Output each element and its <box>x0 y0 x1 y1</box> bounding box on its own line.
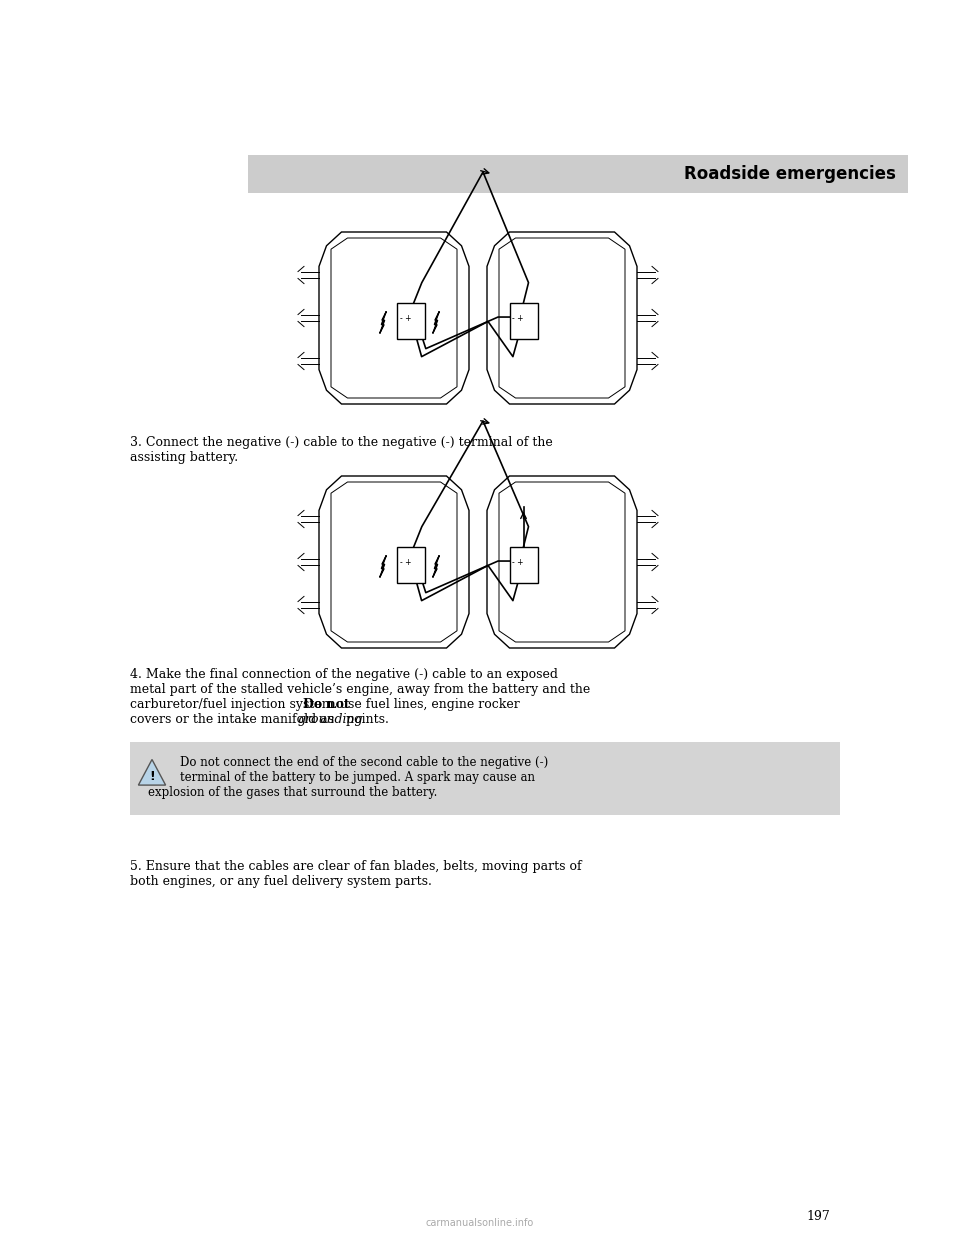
Text: points.: points. <box>342 713 389 727</box>
Bar <box>248 155 908 193</box>
Text: assisting battery.: assisting battery. <box>130 451 238 465</box>
Bar <box>397 303 425 339</box>
Text: 197: 197 <box>806 1210 830 1223</box>
Text: covers or the intake manifold as: covers or the intake manifold as <box>130 713 338 727</box>
Bar <box>397 546 425 582</box>
Text: 4. Make the final connection of the negative (-) cable to an exposed: 4. Make the final connection of the nega… <box>130 668 558 681</box>
Bar <box>510 303 538 339</box>
Polygon shape <box>433 555 440 578</box>
Bar <box>510 546 538 582</box>
Text: Do not connect the end of the second cable to the negative (-): Do not connect the end of the second cab… <box>180 756 548 769</box>
Text: explosion of the gases that surround the battery.: explosion of the gases that surround the… <box>148 786 438 799</box>
Polygon shape <box>138 760 165 785</box>
Polygon shape <box>433 312 440 333</box>
Text: metal part of the stalled vehicle’s engine, away from the battery and the: metal part of the stalled vehicle’s engi… <box>130 683 590 696</box>
Polygon shape <box>380 555 386 578</box>
Text: - +: - + <box>512 559 523 568</box>
Text: use fuel lines, engine rocker: use fuel lines, engine rocker <box>336 698 520 710</box>
Text: 3. Connect the negative (-) cable to the negative (-) terminal of the: 3. Connect the negative (-) cable to the… <box>130 436 553 450</box>
Text: carmanualsonline.info: carmanualsonline.info <box>426 1218 534 1228</box>
Text: - +: - + <box>512 314 523 323</box>
Text: Do not: Do not <box>302 698 349 710</box>
Text: !: ! <box>149 770 155 782</box>
Text: Roadside emergencies: Roadside emergencies <box>684 165 896 183</box>
Bar <box>130 741 840 815</box>
Text: terminal of the battery to be jumped. A spark may cause an: terminal of the battery to be jumped. A … <box>180 771 535 784</box>
Text: 5. Ensure that the cables are clear of fan blades, belts, moving parts of: 5. Ensure that the cables are clear of f… <box>130 859 582 873</box>
Polygon shape <box>380 312 386 333</box>
Text: both engines, or any fuel delivery system parts.: both engines, or any fuel delivery syste… <box>130 876 432 888</box>
Text: grounding: grounding <box>298 713 363 727</box>
Text: - +: - + <box>399 559 411 568</box>
Text: - +: - + <box>399 314 411 323</box>
Text: carburetor/fuel injection system.: carburetor/fuel injection system. <box>130 698 342 710</box>
